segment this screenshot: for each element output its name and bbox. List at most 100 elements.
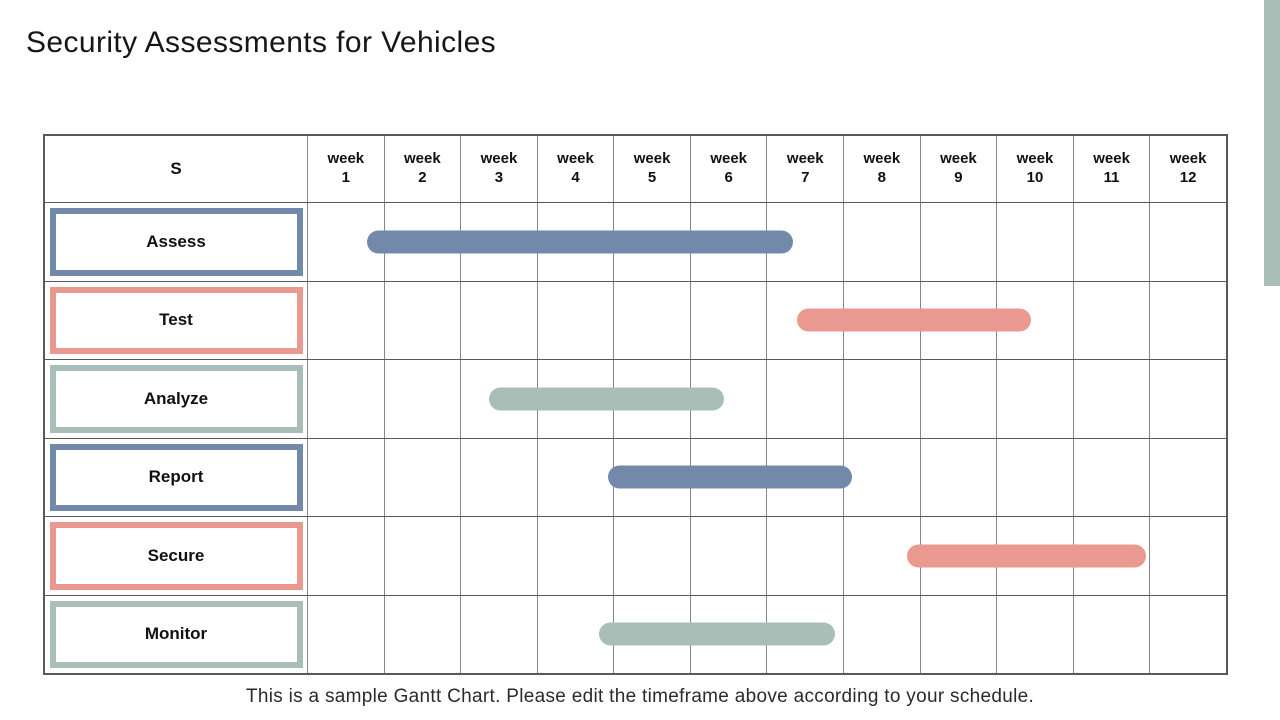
grid-cell <box>460 360 537 438</box>
grid-cell <box>996 203 1073 281</box>
task-label-cell: Report <box>45 439 307 517</box>
gantt-bar-test <box>797 308 1031 332</box>
grid-cell <box>843 360 920 438</box>
grid-cell <box>1072 203 1150 281</box>
corner-header-cell: S <box>45 136 307 202</box>
grid-cell <box>1072 281 1150 359</box>
gantt-body: Assess Test Analyze Report Secure Monitor <box>45 203 1226 673</box>
grid-cell <box>919 595 997 673</box>
grid-cell <box>307 360 384 438</box>
grid-cell <box>766 360 843 438</box>
gantt-row-assess: Assess <box>45 203 1226 281</box>
task-label-box-monitor: Monitor <box>49 600 303 668</box>
grid-cell <box>460 517 537 595</box>
grid-cell <box>1149 281 1226 359</box>
gantt-row-track <box>307 438 1226 516</box>
grid-cell <box>536 438 614 516</box>
gantt-header-row: S week 1 week 2 week 3 week 4 week 5 week 6 we… <box>45 136 1226 203</box>
gantt-row-track <box>307 517 1226 595</box>
grid-cell <box>1149 203 1226 281</box>
grid-cell <box>689 517 767 595</box>
task-label-box-assess: Assess <box>49 208 303 276</box>
grid-cell <box>383 438 461 516</box>
grid-cell <box>996 360 1073 438</box>
grid-cell <box>383 281 461 359</box>
gantt-row-report: Report <box>45 437 1226 517</box>
grid-cell <box>613 517 690 595</box>
week-header-cell: week 4 <box>536 136 614 202</box>
grid-cell <box>536 517 614 595</box>
grid-cell <box>383 360 461 438</box>
gantt-bar-monitor <box>598 622 835 646</box>
grid-cell <box>383 595 461 673</box>
task-label-cell: Monitor <box>45 596 307 674</box>
gantt-row-secure: Secure <box>45 516 1226 595</box>
grid-cell <box>843 517 920 595</box>
corner-header-label: S <box>170 159 182 178</box>
week-header-cell: week 10 <box>996 136 1073 202</box>
task-label-box-report: Report <box>49 443 303 511</box>
week-header-cell: week 6 <box>689 136 767 202</box>
week-header-cell: week 11 <box>1072 136 1150 202</box>
grid-cell <box>460 595 537 673</box>
gantt-bar-assess <box>366 230 794 254</box>
grid-cell <box>996 595 1073 673</box>
gantt-row-track <box>307 360 1226 438</box>
week-header-cell: week 1 <box>307 136 384 202</box>
grid-cell <box>1149 595 1226 673</box>
grid-cell <box>919 438 997 516</box>
grid-cell <box>766 281 843 359</box>
task-label-box-analyze: Analyze <box>49 365 303 433</box>
gantt-row-test: Test <box>45 280 1226 360</box>
grid-cell <box>689 281 767 359</box>
task-label-cell: Analyze <box>45 360 307 438</box>
grid-cell <box>460 281 537 359</box>
grid-cell <box>460 438 537 516</box>
grid-cell <box>613 281 690 359</box>
week-header-cell: week 3 <box>460 136 537 202</box>
week-header-cell: week 12 <box>1149 136 1226 202</box>
grid-cell <box>843 438 920 516</box>
gantt-bar-secure <box>907 544 1146 568</box>
grid-cell <box>1072 360 1150 438</box>
grid-cell <box>1149 360 1226 438</box>
grid-cell <box>307 281 384 359</box>
grid-cell <box>919 203 997 281</box>
grid-cell <box>1072 595 1150 673</box>
grid-cell <box>1149 438 1226 516</box>
gantt-bar-report <box>607 465 853 489</box>
gantt-table: S week 1 week 2 week 3 week 4 week 5 week 6 we… <box>43 134 1228 675</box>
grid-cell <box>536 281 614 359</box>
grid-cell <box>766 517 843 595</box>
grid-cell <box>307 595 384 673</box>
accent-stripe <box>1264 0 1280 286</box>
week-header-cell: week 5 <box>613 136 690 202</box>
task-label-box-test: Test <box>49 286 303 354</box>
grid-cell <box>383 517 461 595</box>
task-label-cell: Assess <box>45 203 307 281</box>
task-label-cell: Test <box>45 282 307 360</box>
grid-cell <box>536 595 614 673</box>
gantt-week-header-track: week 1 week 2 week 3 week 4 week 5 week 6 week… <box>307 136 1226 202</box>
week-header-cell: week 7 <box>766 136 843 202</box>
gantt-row-track <box>307 595 1226 673</box>
week-header-cell: week 9 <box>919 136 997 202</box>
grid-cell <box>307 438 384 516</box>
task-label-cell: Secure <box>45 517 307 595</box>
gantt-row-analyze: Analyze <box>45 359 1226 438</box>
grid-cell <box>843 203 920 281</box>
gantt-row-track <box>307 203 1226 281</box>
grid-cell <box>996 438 1073 516</box>
gantt-bar-analyze <box>489 387 725 411</box>
gantt-row-track <box>307 281 1226 359</box>
task-label-box-secure: Secure <box>49 522 303 590</box>
gantt-row-monitor: Monitor <box>45 594 1226 674</box>
grid-cell <box>843 595 920 673</box>
footer-note: This is a sample Gantt Chart. Please edi… <box>245 686 1035 707</box>
page-title: Security Assessments for Vehicles <box>26 26 497 59</box>
grid-cell <box>919 360 997 438</box>
grid-cell <box>1149 517 1226 595</box>
week-header-cell: week 8 <box>843 136 920 202</box>
grid-cell <box>307 517 384 595</box>
